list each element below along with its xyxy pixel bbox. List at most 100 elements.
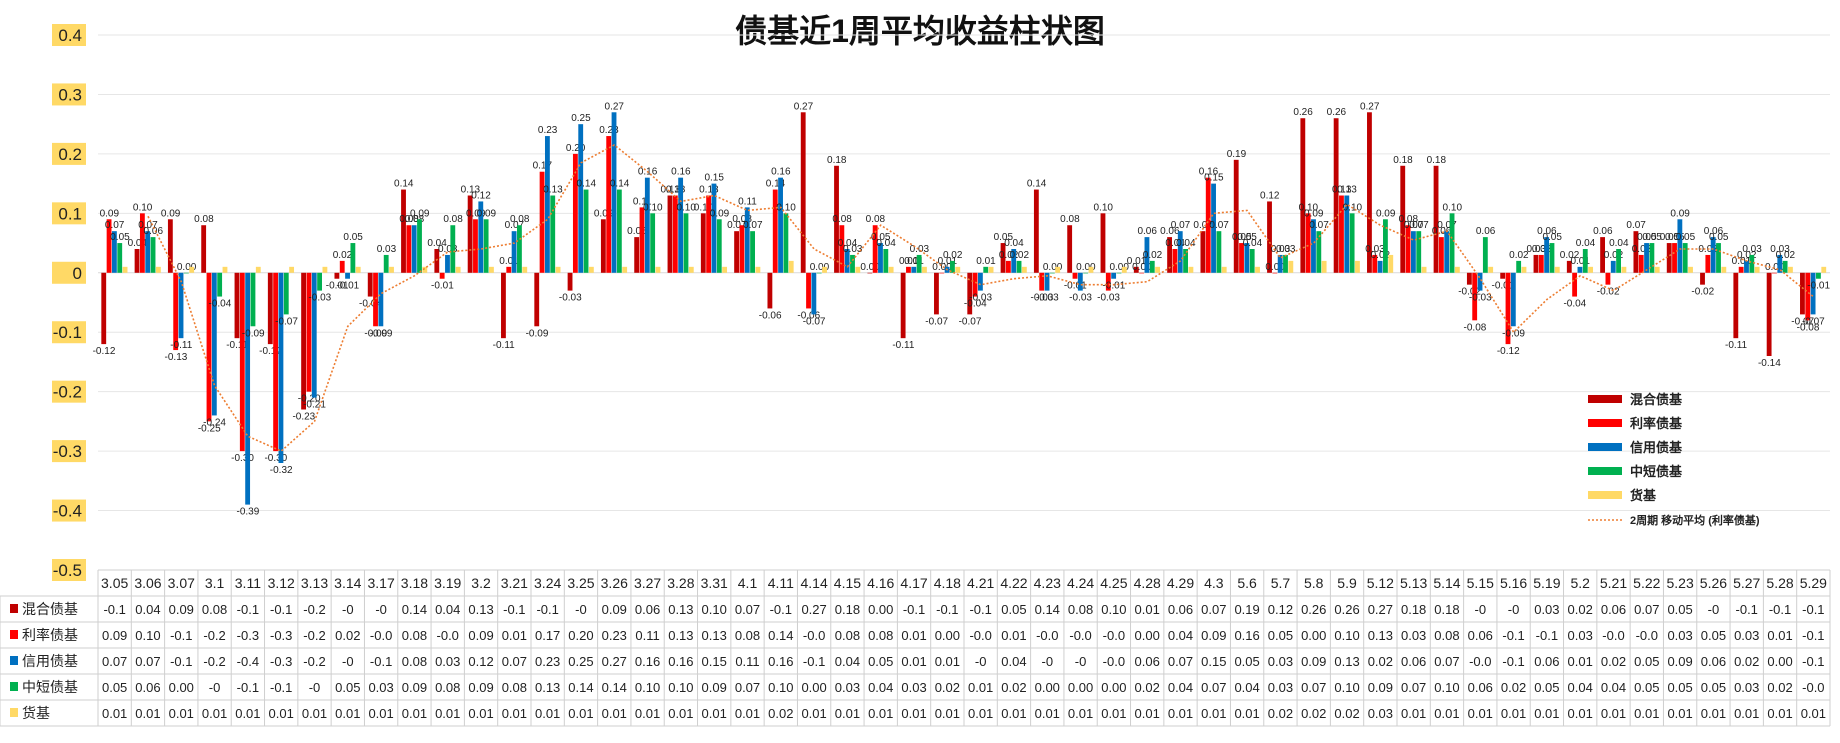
bar-3 <box>117 243 123 273</box>
bar-1 <box>1072 272 1078 279</box>
y-tick-label-bg <box>52 321 86 344</box>
bar-2 <box>1011 249 1017 273</box>
data-label: -0.09 <box>526 328 549 339</box>
table-cell: 0.11 <box>735 654 759 669</box>
bar-2 <box>1610 260 1616 273</box>
table-cell: 0.01 <box>1035 706 1060 721</box>
bar-4 <box>922 266 927 273</box>
table-cell: 0.01 <box>668 706 693 721</box>
data-label: -0.03 <box>1069 293 1092 304</box>
table-cell: 0.13 <box>668 602 693 617</box>
data-label: 0.04 <box>838 238 858 249</box>
table-cell: 0.09 <box>1201 628 1226 643</box>
data-label: -0.07 <box>1791 316 1814 327</box>
table-cell: 0.06 <box>1468 628 1493 643</box>
data-label: 0.03 <box>1742 244 1762 255</box>
data-label: 0.10 <box>1443 202 1463 213</box>
table-cell: 0.01 <box>202 706 227 721</box>
data-label: 0.07 <box>1626 220 1646 231</box>
table-cell: -0.1 <box>803 654 825 669</box>
bar-3 <box>1749 254 1755 273</box>
bar-3 <box>1083 272 1089 274</box>
bar-0 <box>1500 272 1506 279</box>
bar-4 <box>1088 266 1094 273</box>
data-label: 0.06 <box>1704 226 1724 237</box>
legend-label: 货基 <box>1630 488 1657 503</box>
bar-3 <box>616 189 622 273</box>
table-cell: 0.01 <box>901 706 926 721</box>
table-category: 4.29 <box>1167 575 1194 591</box>
y-tick-label: 0 <box>73 264 82 283</box>
table-cell: 0.04 <box>135 602 160 617</box>
table-cell: 0.01 <box>368 706 393 721</box>
bar-0 <box>367 272 373 297</box>
data-label: 0.04 <box>1165 238 1185 249</box>
table-cell: 0.25 <box>568 654 593 669</box>
bar-3 <box>783 213 789 273</box>
table-cell: 0.06 <box>1701 654 1726 669</box>
data-label: -0.25 <box>198 423 221 434</box>
data-label: -0.24 <box>203 417 226 428</box>
legend-swatch <box>1588 467 1622 475</box>
bar-2 <box>1744 260 1749 273</box>
bar-3 <box>1482 237 1488 273</box>
data-label: 0.26 <box>1327 107 1347 118</box>
table-category: 3.24 <box>534 575 561 591</box>
bar-2 <box>411 225 417 273</box>
bar-0 <box>267 272 273 345</box>
data-label: 0.01 <box>1570 256 1590 267</box>
y-tick-label: 0.3 <box>58 85 82 104</box>
bar-4 <box>289 266 295 273</box>
bar-1 <box>1638 254 1644 273</box>
table-category: 4.28 <box>1134 575 1161 591</box>
bar-3 <box>1616 249 1621 273</box>
data-label: -0.11 <box>493 340 515 351</box>
bar-2 <box>1644 243 1649 273</box>
data-label: 0.03 <box>910 244 930 255</box>
bar-2 <box>1510 272 1516 327</box>
data-label: -0.07 <box>959 316 982 327</box>
bar-1 <box>739 225 745 273</box>
data-label: 0.03 <box>1632 244 1652 255</box>
data-label: 0.05 <box>1642 232 1662 243</box>
bar-3 <box>850 254 855 273</box>
bar-3 <box>250 272 256 327</box>
bar-2 <box>111 231 117 273</box>
bar-0 <box>900 272 906 339</box>
bar-1 <box>572 153 578 273</box>
data-label: 0.08 <box>1060 214 1080 225</box>
table-cell: -0 <box>209 680 221 695</box>
bar-4 <box>688 266 694 273</box>
bar-1 <box>306 272 312 392</box>
table-cell: 0.08 <box>502 680 527 695</box>
bar-0 <box>1033 189 1039 273</box>
table-cell: -0.1 <box>237 680 259 695</box>
table-cell: 0.07 <box>135 654 160 669</box>
data-label: -0.14 <box>1758 358 1781 369</box>
legend-label: 信用债基 <box>1630 440 1683 455</box>
data-label: 0.10 <box>1093 202 1113 213</box>
table-cell: 0.02 <box>1268 706 1293 721</box>
table-cell: 0.00 <box>1767 654 1792 669</box>
data-label: 0.06 <box>1476 226 1496 237</box>
bar-4 <box>888 266 894 273</box>
data-label: 0.04 <box>1004 238 1024 249</box>
table-cell: 0.08 <box>835 628 860 643</box>
bar-1 <box>106 219 112 273</box>
table-category: 4.23 <box>1034 575 1061 591</box>
bar-0 <box>1766 272 1772 356</box>
bar-1 <box>872 225 878 273</box>
table-cell: -0 <box>1708 602 1720 617</box>
table-legend-key <box>10 630 18 639</box>
bar-3 <box>983 266 989 273</box>
bar-0 <box>501 272 506 339</box>
data-label: 0.00 <box>932 262 952 273</box>
table-cell: 0.01 <box>1068 706 1093 721</box>
data-label: 0.04 <box>1576 238 1596 249</box>
bar-3 <box>217 272 223 297</box>
table-cell: -0.1 <box>237 602 259 617</box>
data-label: 0.20 <box>566 143 586 154</box>
bar-3 <box>583 189 589 273</box>
table-cell: 0.01 <box>735 706 760 721</box>
data-label: -0.01 <box>1807 281 1830 292</box>
